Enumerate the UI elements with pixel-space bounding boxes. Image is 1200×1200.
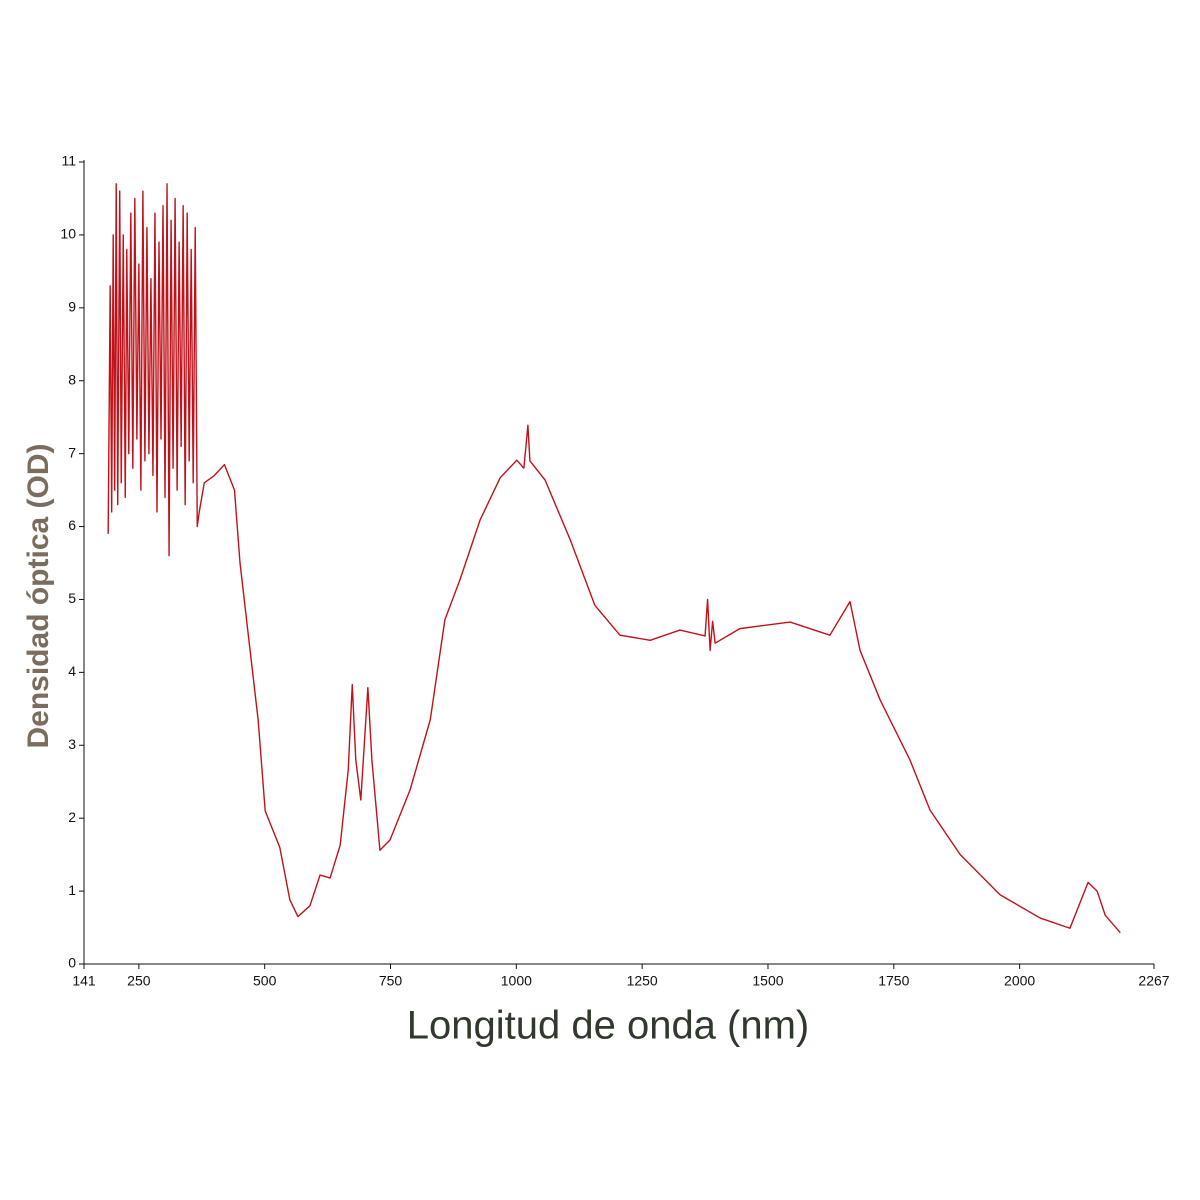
x-tick-label: 1500: [752, 973, 783, 989]
y-tick-label: 8: [68, 371, 76, 387]
y-tick-label: 11: [61, 153, 76, 169]
x-tick-label: 1250: [627, 973, 658, 989]
x-axis-title: Longitud de onda (nm): [407, 1004, 810, 1048]
y-tick-label: 5: [68, 590, 76, 606]
y-tick-label: 3: [68, 736, 76, 752]
y-tick-label: 0: [68, 955, 76, 971]
y-tick-label: 7: [68, 444, 76, 460]
x-tick-label: 750: [379, 973, 403, 989]
y-tick-label: 1: [68, 882, 76, 898]
x-tick-label: 1750: [878, 973, 909, 989]
y-tick-label: 4: [68, 663, 76, 679]
x-tick-label: 500: [253, 973, 277, 989]
x-tick-label: 2000: [1004, 973, 1035, 989]
x-tick-label: 250: [127, 973, 151, 989]
spectrum-line: [107, 183, 1121, 934]
x-tick-label: 141: [72, 973, 96, 989]
x-tick-label: 1000: [501, 973, 532, 989]
y-axis-title: Densidad óptica (OD): [22, 443, 55, 748]
x-tick-label: 2267: [1138, 973, 1169, 989]
y-tick-label: 2: [68, 809, 76, 825]
y-tick-label: 6: [68, 517, 76, 533]
y-tick-label: 9: [68, 299, 76, 315]
y-tick-label: 10: [60, 226, 76, 242]
